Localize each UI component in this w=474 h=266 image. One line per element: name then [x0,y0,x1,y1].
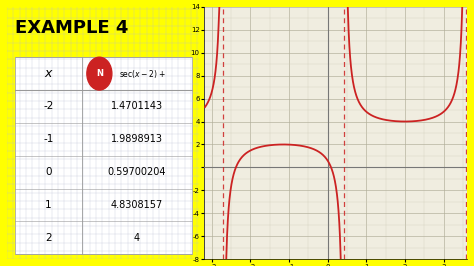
Text: -1: -1 [43,134,54,144]
Text: 4.8308157: 4.8308157 [111,200,163,210]
Text: -2: -2 [43,101,54,111]
Text: 0.59700204: 0.59700204 [108,167,166,177]
Text: 1: 1 [45,200,52,210]
Text: 1.4701143: 1.4701143 [111,101,163,111]
FancyBboxPatch shape [7,7,200,50]
Text: 1.9898913: 1.9898913 [111,134,163,144]
Text: $\sec(x-2)+$: $\sec(x-2)+$ [118,68,165,80]
Circle shape [87,57,112,90]
Text: x: x [45,67,52,80]
Text: 0: 0 [45,167,52,177]
Text: EXAMPLE 4: EXAMPLE 4 [15,19,128,37]
FancyBboxPatch shape [15,57,191,254]
Text: N: N [96,69,103,78]
Text: 4: 4 [134,233,140,243]
Text: 2: 2 [45,233,52,243]
